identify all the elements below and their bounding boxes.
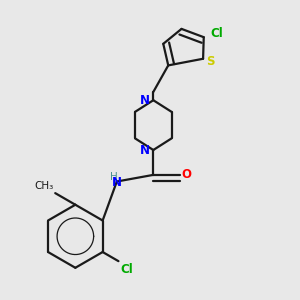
Text: S: S [206,55,214,68]
Text: N: N [112,176,122,189]
Text: O: O [182,168,191,182]
Text: N: N [140,143,150,157]
Text: N: N [140,94,150,107]
Text: H: H [110,172,118,182]
Text: Cl: Cl [120,263,133,276]
Text: Cl: Cl [211,27,224,40]
Text: CH₃: CH₃ [34,182,54,191]
